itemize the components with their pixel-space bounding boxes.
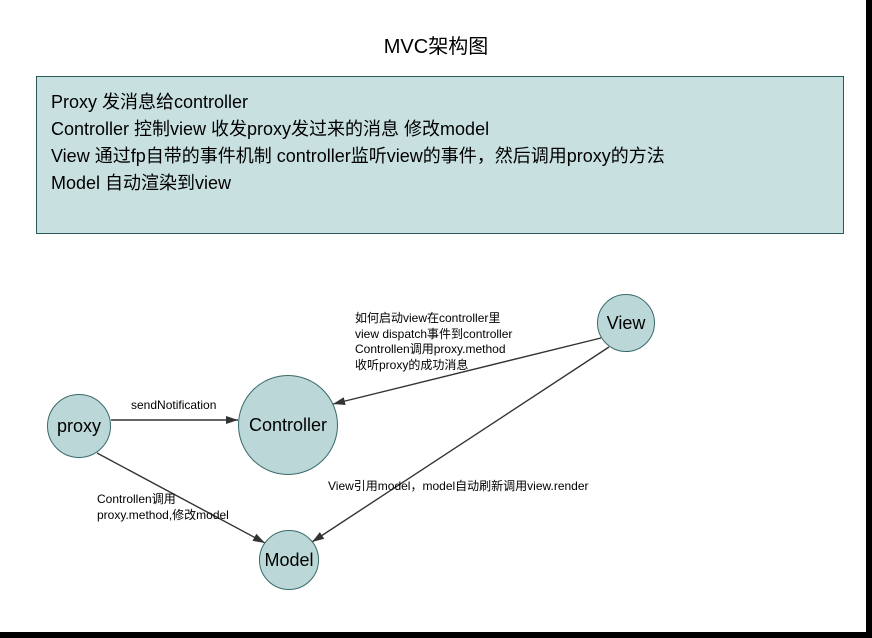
edge-label: View引用model，model自动刷新调用view.render xyxy=(328,479,589,495)
description-box: Proxy 发消息给controller Controller 控制view 收… xyxy=(36,76,844,234)
node-proxy: proxy xyxy=(47,394,111,458)
node-controller: Controller xyxy=(238,375,338,475)
node-label: Model xyxy=(264,550,313,571)
node-label: View xyxy=(607,313,646,334)
node-label: proxy xyxy=(57,416,101,437)
desc-line: View 通过fp自带的事件机制 controller监听view的事件，然后调… xyxy=(51,143,829,170)
edge-label: Controllen调用 proxy.method,修改model xyxy=(97,492,229,523)
frame-border-right xyxy=(866,0,872,638)
node-label: Controller xyxy=(249,415,327,436)
desc-line: Proxy 发消息给controller xyxy=(51,89,829,116)
desc-line: Model 自动渲染到view xyxy=(51,170,829,197)
frame-border-bottom xyxy=(0,632,872,638)
diagram-title: MVC架构图 xyxy=(0,30,872,59)
edge-label: sendNotification xyxy=(131,398,216,414)
node-model: Model xyxy=(259,530,319,590)
diagram-canvas: MVC架构图 Proxy 发消息给controller Controller 控… xyxy=(0,0,866,632)
edge-label: 如何启动view在controller里 view dispatch事件到con… xyxy=(355,311,512,373)
node-view: View xyxy=(597,294,655,352)
desc-line: Controller 控制view 收发proxy发过来的消息 修改model xyxy=(51,116,829,143)
